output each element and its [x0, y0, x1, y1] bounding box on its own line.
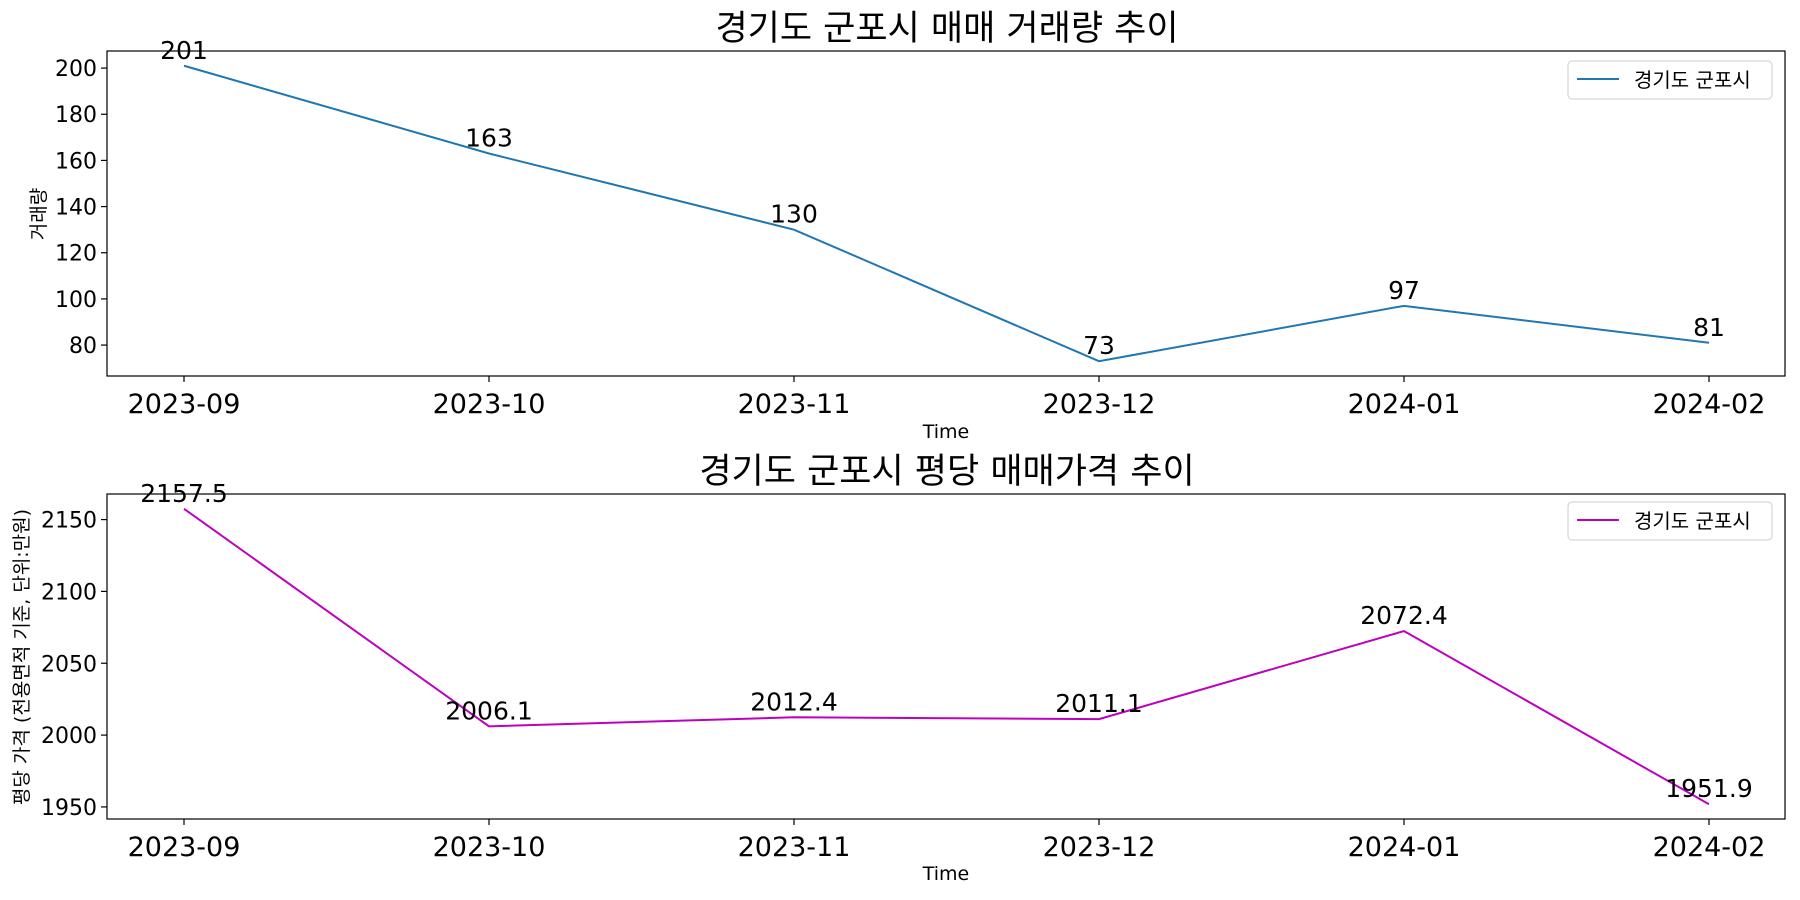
data-label: 163 [465, 123, 513, 152]
x-tick-label: 2023-09 [128, 389, 241, 420]
legend: 경기도 군포시 [1567, 501, 1773, 541]
data-label: 2157.5 [140, 479, 227, 508]
data-labels: 2157.5 2006.1 2012.4 2011.1 2072.4 1951.9 [140, 479, 1752, 803]
plot-frame [106, 493, 1786, 820]
plot-frame [106, 50, 1786, 377]
data-label: 2011.1 [1055, 689, 1142, 718]
y-tick-label: 1950 [41, 796, 97, 821]
y-tick-label: 2050 [41, 652, 97, 677]
data-label: 2012.4 [750, 687, 837, 716]
data-label: 201 [160, 36, 208, 65]
x-tick-label: 2023-11 [738, 832, 851, 863]
chart-volume: 경기도 군포시 매매 거래량 추이 80 100 120 140 160 180 200 2… [28, 9, 1786, 443]
x-tick-label: 2023-11 [738, 389, 851, 420]
y-axis-label: 평당 가격 (전용면적 기준, 단위:만원) [11, 509, 33, 805]
data-label: 73 [1083, 331, 1115, 360]
y-tick-label: 2150 [41, 509, 97, 534]
legend: 경기도 군포시 [1567, 60, 1773, 100]
x-axis-label: Time [922, 421, 970, 443]
data-label: 97 [1388, 276, 1420, 305]
series-line [183, 64, 1710, 363]
x-tick-label: 2023-12 [1043, 389, 1156, 420]
y-tick-label: 2000 [41, 724, 97, 749]
series-line [183, 507, 1710, 806]
x-tick-label: 2023-10 [433, 389, 546, 420]
y-tick-label: 80 [69, 334, 97, 359]
y-axis-ticks: 1950 2000 2050 2100 2150 [41, 509, 107, 821]
chart-price: 경기도 군포시 평당 매매가격 추이 19502000205021002150 … [11, 452, 1786, 885]
x-axis-ticks: 2023-09 2023-10 2023-11 2023-12 2024-01 2024-… [128, 376, 1766, 420]
x-axis-ticks: 2023-09 2023-10 2023-11 2023-12 2024-01 2024-… [128, 819, 1766, 863]
legend-box [1567, 60, 1773, 100]
y-axis-ticks: 80 100 120 140 160 180 200 [55, 57, 107, 359]
data-label: 130 [770, 200, 818, 229]
y-axis-label: 거래량 [28, 188, 50, 240]
y-tick-label: 2100 [41, 580, 97, 605]
chart-title: 경기도 군포시 매매 거래량 추이 [715, 9, 1178, 49]
chart-title: 경기도 군포시 평당 매매가격 추이 [699, 452, 1194, 492]
y-tick-label: 180 [55, 103, 97, 128]
data-label: 2072.4 [1360, 601, 1447, 630]
x-tick-label: 2024-01 [1348, 389, 1461, 420]
x-tick-label: 2023-12 [1043, 832, 1156, 863]
y-tick-label: 200 [55, 57, 97, 82]
data-label: 1951.9 [1665, 774, 1752, 803]
x-tick-label: 2024-02 [1653, 389, 1766, 420]
legend-box [1567, 501, 1773, 541]
legend-label: 경기도 군포시 [1634, 68, 1751, 92]
legend-label: 경기도 군포시 [1634, 509, 1751, 533]
data-label: 81 [1693, 313, 1725, 342]
x-tick-label: 2024-02 [1653, 832, 1766, 863]
x-tick-label: 2023-10 [433, 832, 546, 863]
y-tick-label: 160 [55, 149, 97, 174]
x-tick-label: 2023-09 [128, 832, 241, 863]
x-tick-label: 2024-01 [1348, 832, 1461, 863]
data-labels: 201 163 130 73 97 81 [160, 36, 1725, 360]
data-label: 2006.1 [445, 696, 532, 725]
y-tick-label: 120 [55, 242, 97, 267]
x-axis-label: Time [922, 863, 970, 885]
y-tick-label: 100 [55, 288, 97, 313]
y-tick-label: 140 [55, 196, 97, 221]
